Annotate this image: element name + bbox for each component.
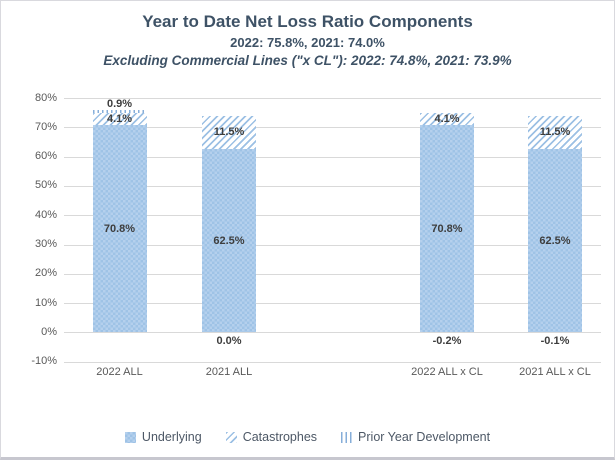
y-axis-tick-label: -10%: [31, 355, 57, 368]
data-label: -0.2%: [432, 335, 462, 348]
checker-swatch-icon: [124, 431, 136, 443]
plot-area: 80% 70% 60% 50% 40% 30% 20% 10% 0% -10% 70.8% 4.1% 0…: [31, 92, 601, 378]
y-axis-tick-label: 20%: [34, 267, 57, 280]
legend-label: Prior Year Development: [358, 430, 491, 444]
data-label: 62.5%: [539, 234, 571, 247]
legend-label: Underlying: [141, 430, 202, 444]
gridline: [64, 361, 601, 363]
gridline: [64, 185, 601, 187]
chart-title: Year to Date Net Loss Ratio Components: [142, 12, 473, 31]
gridline: [64, 215, 601, 217]
legend-item-catastrophes[interactable]: Catastrophes: [225, 430, 318, 444]
y-axis-tick-label: 50%: [34, 179, 57, 192]
x-axis-category-label: 2022 ALL x CL: [411, 366, 483, 378]
gridline: [64, 332, 601, 334]
bar-segment-underlying[interactable]: [420, 125, 474, 333]
hatch-swatch-icon: [225, 431, 237, 443]
x-axis-category-label: 2021 ALL: [205, 366, 253, 378]
gridline: [64, 98, 601, 99]
legend-item-prior-year-development[interactable]: Prior Year Development: [341, 430, 490, 444]
data-label: 4.1%: [434, 112, 460, 125]
y-axis-tick-label: 70%: [34, 120, 57, 133]
chart-subtitle-excl-cl: Excluding Commercial Lines ("x CL"): 202…: [103, 53, 512, 68]
data-label: 0.9%: [106, 98, 133, 111]
data-label: 4.1%: [106, 112, 133, 125]
bar-segment-catastrophes[interactable]: [420, 112, 474, 125]
gridline: [64, 156, 601, 158]
bar-segment-catastrophes[interactable]: [528, 115, 582, 150]
y-axis-tick-label: 30%: [34, 238, 57, 250]
data-label: -0.1%: [540, 335, 570, 348]
vlines-swatch-icon: [341, 431, 353, 443]
data-label: 11.5%: [539, 126, 571, 139]
bar-segment-underlying[interactable]: [92, 125, 147, 333]
bar-segment-prior-year-development[interactable]: [92, 110, 147, 113]
data-label: 11.5%: [213, 126, 245, 139]
data-label: 70.8%: [103, 222, 136, 235]
gridline: [64, 127, 601, 129]
legend-label: Catastrophes: [242, 430, 318, 444]
legend: Underlying Catastrophes Prior Year Develop…: [1, 430, 614, 444]
x-axis-category-label: 2022 ALL: [96, 366, 143, 378]
gridline: [64, 244, 601, 246]
bar-segment-underlying[interactable]: [202, 149, 256, 333]
data-label: 0.0%: [216, 335, 242, 348]
gridline: [64, 273, 601, 275]
data-label: 70.8%: [431, 222, 463, 235]
bar-segment-catastrophes[interactable]: [92, 112, 147, 125]
chart-subtitle: 2022: 75.8%, 2021: 74.0%: [230, 35, 385, 50]
data-label: 62.5%: [213, 234, 245, 247]
bar-segment-underlying[interactable]: [528, 149, 582, 333]
y-axis-tick-label: 10%: [34, 296, 57, 309]
y-axis-tick-label: 80%: [34, 91, 57, 104]
x-axis-category-label: 2021 ALL x CL: [519, 366, 591, 378]
y-axis-tick-label: 40%: [34, 208, 57, 221]
y-axis-tick-label: 0%: [41, 325, 57, 338]
legend-item-underlying[interactable]: Underlying: [124, 430, 202, 444]
gridline: [64, 303, 601, 305]
bar-segment-catastrophes[interactable]: [202, 115, 256, 150]
y-axis-tick-label: 60%: [34, 150, 57, 163]
